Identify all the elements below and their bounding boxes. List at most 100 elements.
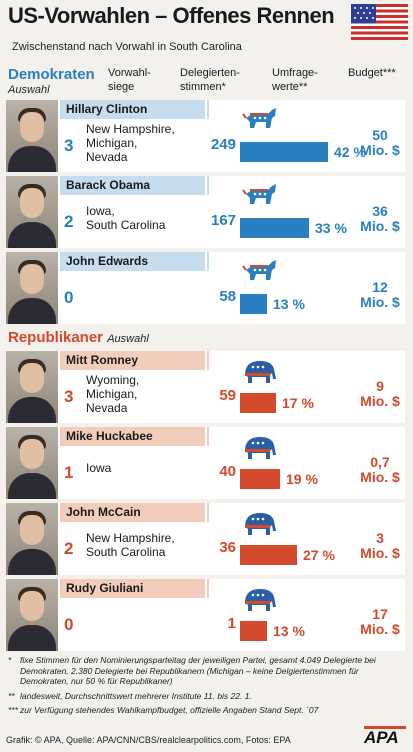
won-state-0: Iowa [86, 461, 112, 475]
photo-shoulders [8, 397, 56, 423]
poll-bar [240, 142, 328, 162]
poll-bar [240, 469, 280, 489]
donkey-icon [242, 104, 278, 138]
footnote-2-mark: ** [8, 690, 15, 701]
party-name-democrats: Demokraten [8, 66, 95, 83]
photo-shoulders [8, 222, 56, 248]
candidate-name: Barack Obama [60, 176, 209, 195]
won-state-1: Michigan, [86, 387, 138, 401]
col-header-budget: Budget*** [348, 67, 396, 79]
primary-wins: 3 [64, 136, 74, 155]
budget-unit: Mio. $ [360, 545, 400, 561]
candidate-name: Mitt Romney [60, 351, 209, 370]
won-state-1: South Carolina [86, 218, 166, 232]
candidate-name: John Edwards [60, 252, 209, 271]
poll-label: 13 % [273, 623, 305, 639]
column-divider [205, 503, 207, 575]
candidate-name: Mike Huckabee [60, 427, 209, 446]
candidate-photo [6, 427, 58, 499]
won-state-0: Wyoming, [86, 373, 140, 387]
primary-wins: 3 [64, 387, 74, 406]
poll-label: 42 % [334, 144, 366, 160]
page-subtitle: Zwischenstand nach Vorwahl in South Caro… [12, 41, 242, 53]
photo-face [20, 112, 44, 142]
footnote-1-mark: * [8, 655, 12, 665]
budget-amount: 50 [372, 127, 388, 143]
won-state-1: South Carolina [86, 545, 166, 559]
source-credit: Grafik: © APA, Quelle: APA/CNN/CBS/realc… [6, 735, 291, 745]
primary-wins: 0 [64, 615, 74, 634]
col-header-wins: Vorwahl- siege [108, 66, 151, 94]
col-header-polls-1: Umfrage- [272, 67, 318, 79]
elephant-icon [242, 431, 278, 465]
primary-wins: 1 [64, 463, 74, 482]
won-states: New Hampshire, South Carolina [86, 531, 175, 559]
footnote-1: * fixe Stimmen für den Nominierungsparte… [8, 655, 406, 687]
footnotes: * fixe Stimmen für den Nominierungsparte… [8, 655, 406, 720]
donkey-icon [242, 180, 278, 214]
elephant-icon [242, 355, 278, 389]
won-states: Iowa [86, 461, 111, 475]
photo-face [20, 439, 44, 469]
footnote-3: *** zur Verfügung stehendes Wahlkampfbud… [8, 705, 406, 716]
delegate-count: 36 [219, 539, 236, 556]
candidate-name: Hillary Clinton [60, 100, 209, 119]
poll-label: 33 % [315, 220, 347, 236]
candidate-row-barack-obama: Barack Obama 2 Iowa, South Carolina 167 33 % 3… [6, 176, 405, 248]
photo-face [20, 264, 44, 294]
primary-wins: 0 [64, 288, 74, 307]
budget-unit: Mio. $ [360, 218, 400, 234]
column-divider [205, 100, 207, 172]
photo-shoulders [8, 625, 56, 651]
photo-shoulders [8, 549, 56, 575]
photo-shoulders [8, 473, 56, 499]
won-states: New Hampshire, Michigan, Nevada [86, 122, 175, 164]
won-states: Wyoming, Michigan, Nevada [86, 373, 139, 415]
photo-face [20, 188, 44, 218]
photo-face [20, 515, 44, 545]
budget-value: 36 Mio. $ [356, 204, 404, 234]
primary-wins: 2 [64, 539, 74, 558]
poll-bar [240, 294, 267, 314]
column-divider [205, 252, 207, 324]
col-header-delegates-2: stimmen* [180, 81, 226, 93]
us-flag-icon [351, 4, 408, 40]
won-state-1: Michigan, [86, 136, 138, 150]
footnote-3-text: zur Verfügung stehendes Wahlkampfbudget,… [20, 705, 319, 715]
candidate-photo [6, 252, 58, 324]
budget-amount: 12 [372, 279, 388, 295]
budget-unit: Mio. $ [360, 294, 400, 310]
budget-value: 50 Mio. $ [356, 128, 404, 158]
party-label-republicans: Republikaner Auswahl [8, 329, 149, 346]
won-state-0: New Hampshire, [86, 122, 175, 136]
primary-wins: 2 [64, 212, 74, 231]
photo-shoulders [8, 146, 56, 172]
column-divider [205, 579, 207, 651]
party-label-democrats: Demokraten [8, 66, 95, 83]
donkey-icon [242, 256, 278, 290]
delegate-count: 59 [219, 387, 236, 404]
budget-amount: 36 [372, 203, 388, 219]
col-header-polls-2: werte** [272, 81, 308, 93]
col-header-polls: Umfrage- werte** [272, 66, 318, 94]
candidate-photo [6, 503, 58, 575]
footnote-1-text: fixe Stimmen für den Nominierungsparteit… [20, 655, 376, 686]
candidate-row-rudy-giuliani: Rudy Giuliani 0 1 13 % 17 Mio. $ [6, 579, 405, 651]
col-header-wins-1: Vorwahl- [108, 67, 151, 79]
won-state-2: Nevada [86, 150, 128, 164]
budget-unit: Mio. $ [360, 621, 400, 637]
budget-unit: Mio. $ [360, 393, 400, 409]
photo-shoulders [8, 298, 56, 324]
won-state-2: Nevada [86, 401, 128, 415]
candidate-row-john-edwards: John Edwards 0 58 13 % 12 Mio. $ [6, 252, 405, 324]
poll-label: 13 % [273, 296, 305, 312]
column-divider [205, 351, 207, 423]
logo-accent [364, 726, 406, 729]
party-sub-republicans: Auswahl [107, 333, 149, 345]
elephant-icon [242, 583, 278, 617]
delegate-count: 167 [210, 212, 236, 229]
candidate-photo [6, 579, 58, 651]
won-state-0: Iowa, [86, 204, 115, 218]
poll-label: 27 % [303, 547, 335, 563]
budget-amount: 17 [372, 606, 388, 622]
